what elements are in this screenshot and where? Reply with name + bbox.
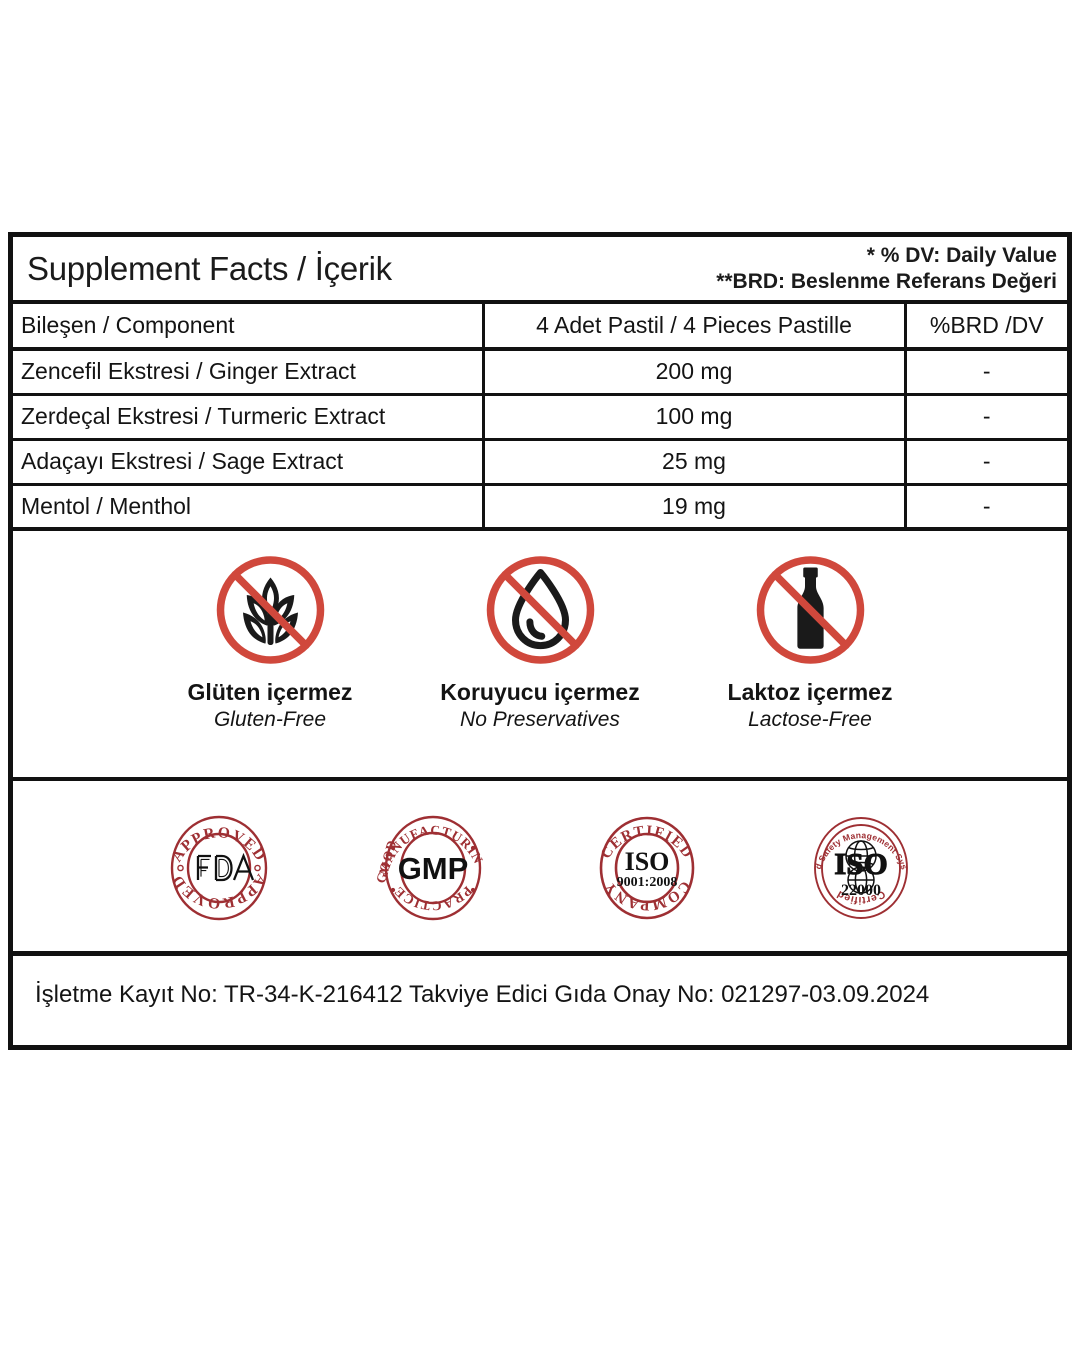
label-panel: Supplement Facts / İçerik * % DV: Daily … <box>8 232 1072 1050</box>
row-component: Zerdeçal Ekstresi / Turmeric Extract <box>13 394 485 441</box>
row-dv: - <box>905 484 1067 531</box>
gmp-center-label: GMP <box>398 851 469 886</box>
iso9001-center-label: ISO <box>625 847 670 876</box>
row-amount: 200 mg <box>483 349 907 396</box>
iso22000-standard: 22000 <box>841 882 881 899</box>
droplet-icon <box>478 545 603 670</box>
registration-text: İşletme Kayıt No: TR-34-K-216412 Takviye… <box>35 981 930 1008</box>
table-row: Zerdeçal Ekstresi / Turmeric Extract 100… <box>13 394 1067 441</box>
fda-approved-badge: APPROVED APPROVED <box>154 798 284 934</box>
table-header-row: Bileşen / Component 4 Adet Pastil / 4 Pi… <box>13 304 1067 351</box>
iso22000-arc-bottom: Certified <box>835 888 887 906</box>
free-from-label-tr: Glüten içermez <box>187 679 353 705</box>
column-header-component: Bileşen / Component <box>13 304 485 351</box>
gmp-badge: MANUFACTURING PRACTICE GOOD GMP <box>368 798 498 934</box>
row-component: Mentol / Menthol <box>13 484 485 531</box>
free-from-item-lactose: Laktoz içermez Lactose-Free <box>675 545 945 732</box>
row-amount: 19 mg <box>483 484 907 531</box>
free-from-label-en: Lactose-Free <box>748 708 872 731</box>
certification-section: APPROVED APPROVED <box>13 781 1067 956</box>
table-row: Adaçayı Ekstresi / Sage Extract 25 mg - <box>13 439 1067 486</box>
row-dv: - <box>905 394 1067 441</box>
iso22000-center-label: ISO <box>834 846 887 881</box>
column-header-amount: 4 Adet Pastil / 4 Pieces Pastille <box>483 304 907 351</box>
bottle-icon <box>748 545 873 670</box>
footnote-brd: **BRD: Beslenme Referans Değeri <box>716 269 1057 293</box>
free-from-label-en: Gluten-Free <box>213 708 327 731</box>
row-component: Adaçayı Ekstresi / Sage Extract <box>13 439 485 486</box>
gmp-arc-left: GOOD <box>373 838 400 885</box>
row-dv: - <box>905 349 1067 396</box>
iso9001-standard: 9001:2008 <box>617 875 678 890</box>
supplement-facts-table: Bileşen / Component 4 Adet Pastil / 4 Pi… <box>13 304 1067 531</box>
free-from-label-en: No Preservatives <box>460 708 620 731</box>
free-from-label-tr: Laktoz içermez <box>727 679 893 705</box>
column-header-dv: %BRD /DV <box>905 304 1067 351</box>
svg-text:Certified: Certified <box>835 888 887 906</box>
title-bar: Supplement Facts / İçerik * % DV: Daily … <box>13 237 1067 304</box>
registration-footer: İşletme Kayıt No: TR-34-K-216412 Takviye… <box>13 956 1067 1034</box>
row-amount: 100 mg <box>483 394 907 441</box>
free-from-item-preservatives: Koruyucu içermez No Preservatives <box>405 545 675 732</box>
footnote-dv: * % DV: Daily Value <box>866 243 1057 267</box>
iso-9001-badge: CERTIFIED COMPANY ISO 9001:2008 <box>582 798 712 934</box>
wheat-icon <box>208 545 333 670</box>
page-title: Supplement Facts / İçerik <box>27 249 392 287</box>
footnote-legend: * % DV: Daily Value **BRD: Beslenme Refe… <box>716 243 1057 294</box>
free-from-label-tr: Koruyucu içermez <box>440 679 640 705</box>
row-component: Zencefil Ekstresi / Ginger Extract <box>13 349 485 396</box>
row-amount: 25 mg <box>483 439 907 486</box>
free-from-item-gluten: Glüten içermez Gluten-Free <box>135 545 405 732</box>
row-dv: - <box>905 439 1067 486</box>
table-row: Zencefil Ekstresi / Ginger Extract 200 m… <box>13 349 1067 396</box>
iso-22000-badge: Food Safety Management System Certified <box>796 798 926 934</box>
free-from-section: Glüten içermez Gluten-Free <box>13 531 1067 781</box>
table-row: Mentol / Menthol 19 mg - <box>13 484 1067 531</box>
